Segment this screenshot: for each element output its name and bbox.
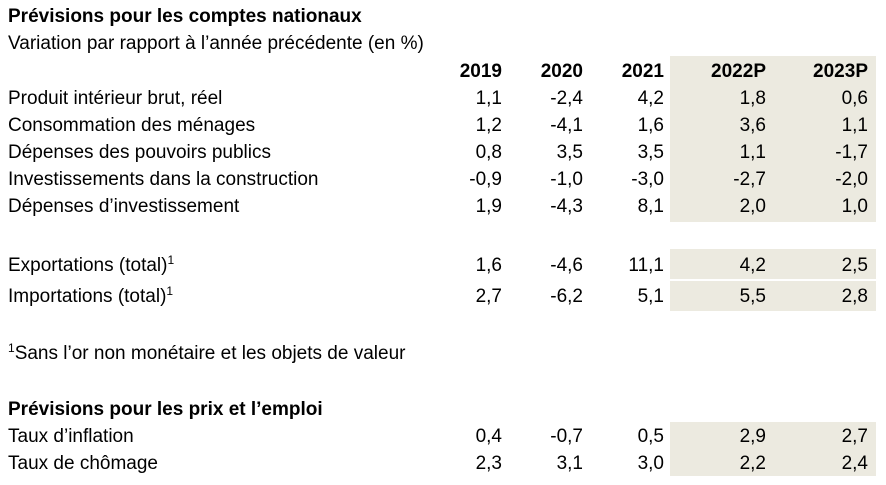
table-cell: 0,5: [637, 426, 664, 447]
table-cell: 2,9: [739, 426, 766, 447]
forecast-shade-national: [670, 56, 876, 222]
table-cell: -2,4: [550, 88, 583, 109]
row-label: Importations (total)1: [8, 284, 174, 308]
row-label: Dépenses d’investissement: [8, 196, 239, 218]
row-label-text: Consommation des ménages: [8, 115, 256, 136]
row-label-text: Produit intérieur brut, réel: [8, 88, 223, 109]
table-cell: 1,1: [475, 88, 502, 109]
table-cell: -4,1: [550, 115, 583, 136]
row-label-text: Dépenses des pouvoirs publics: [8, 142, 271, 163]
table-cell: 1,1: [739, 142, 766, 163]
forecast-shade-imports: [670, 281, 876, 311]
column-header: 2022P: [711, 61, 766, 82]
row-label: Dépenses des pouvoirs publics: [8, 142, 271, 164]
table-cell: 4,2: [739, 255, 766, 276]
table-cell: -1,0: [550, 169, 583, 190]
table-cell: 2,7: [841, 426, 868, 447]
row-label: Investissements dans la construction: [8, 169, 319, 191]
row-label: Taux d’inflation: [8, 426, 134, 448]
table-cell: 8,1: [637, 196, 664, 217]
table-cell: 11,1: [628, 255, 664, 276]
row-label-text: Dépenses d’investissement: [8, 196, 240, 217]
table-cell: -4,6: [550, 255, 583, 276]
table-cell: -3,0: [631, 169, 664, 190]
table-cell: -2,7: [733, 169, 766, 190]
table-cell: -0,7: [550, 426, 583, 447]
column-header: 2023P: [813, 61, 868, 82]
footnote-text: Sans l’or non monétaire et les objets de…: [14, 343, 406, 364]
table-cell: 3,6: [739, 115, 766, 136]
table-cell: 0,8: [475, 142, 502, 163]
row-label: Exportations (total)1: [8, 253, 175, 277]
table-cell: 3,0: [637, 453, 664, 474]
table-cell: 1,8: [739, 88, 766, 109]
table-cell: 2,8: [841, 286, 868, 307]
section-title-national-accounts: Prévisions pour les comptes nationaux: [8, 6, 362, 27]
table-subtitle: Variation par rapport à l’année précéden…: [8, 33, 424, 54]
column-header: 2021: [621, 61, 664, 82]
table-cell: 1,9: [475, 196, 502, 217]
row-label-text: Taux de chômage: [8, 453, 158, 474]
table-cell: 1,1: [841, 115, 868, 136]
table-cell: 2,4: [841, 453, 868, 474]
table-cell: 2,5: [841, 255, 868, 276]
row-label: Taux de chômage: [8, 453, 158, 475]
table-cell: 3,1: [556, 453, 583, 474]
table-cell: 5,1: [637, 286, 664, 307]
section-title-prices-employment: Prévisions pour les prix et l’emploi: [8, 399, 323, 420]
table-cell: -1,7: [835, 142, 868, 163]
column-header: 2019: [459, 61, 502, 82]
row-label-text: Exportations (total): [8, 255, 168, 276]
footnote-marker: 1: [8, 341, 15, 355]
table-cell: -6,2: [550, 286, 583, 307]
forecast-shade-prices: [670, 422, 876, 476]
row-label-text: Investissements dans la construction: [8, 169, 319, 190]
table-cell: 2,0: [739, 196, 766, 217]
table-cell: 1,2: [475, 115, 502, 136]
row-label-text: Importations (total): [8, 286, 167, 307]
table-cell: 1,0: [841, 196, 868, 217]
forecast-shade-exports: [670, 249, 876, 279]
table-cell: 1,6: [475, 255, 502, 276]
table-cell: -4,3: [550, 196, 583, 217]
table-cell: 2,3: [475, 453, 502, 474]
table-cell: 0,6: [841, 88, 868, 109]
table-cell: 3,5: [556, 142, 583, 163]
table-cell: 2,2: [739, 453, 766, 474]
table-cell: 0,4: [475, 426, 502, 447]
column-header: 2020: [540, 61, 583, 82]
footnote-marker: 1: [167, 253, 175, 267]
row-label: Consommation des ménages: [8, 115, 255, 137]
row-label: Produit intérieur brut, réel: [8, 88, 222, 110]
table-cell: 1,6: [637, 115, 664, 136]
footnote-marker: 1: [166, 284, 174, 298]
table-cell: 4,2: [637, 88, 664, 109]
table-cell: -2,0: [835, 169, 868, 190]
table-cell: 3,5: [637, 142, 664, 163]
footnote: 1Sans l’or non monétaire et les objets d…: [8, 341, 406, 365]
table-cell: 5,5: [739, 286, 766, 307]
table-cell: -0,9: [469, 169, 502, 190]
table-cell: 2,7: [475, 286, 502, 307]
row-label-text: Taux d’inflation: [8, 426, 134, 447]
